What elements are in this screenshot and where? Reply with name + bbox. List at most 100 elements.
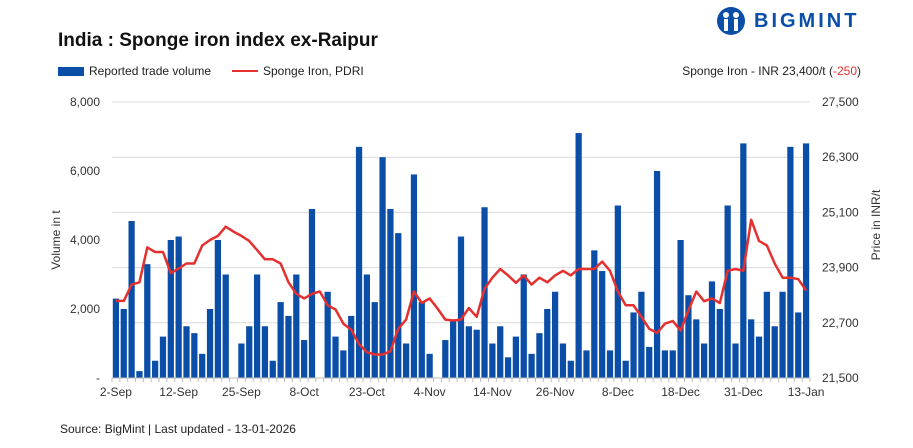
volume-bar [371, 302, 378, 378]
volume-bar [544, 309, 551, 378]
volume-bar [755, 336, 763, 378]
volume-bar [261, 326, 269, 378]
price-note: Sponge Iron - INR 23,400/t (-250) [682, 64, 861, 78]
legend-bar-swatch [58, 66, 84, 76]
x-tick-label: 13-Jan [788, 385, 825, 399]
x-tick-label: 25-Sep [222, 385, 261, 399]
volume-bar [253, 274, 261, 378]
volume-bar [512, 336, 520, 378]
volume-bar [152, 360, 159, 378]
volume-bar [606, 350, 614, 378]
y-axis-right-title: Price in INR/t [869, 189, 883, 260]
volume-bar [206, 309, 214, 378]
volume-bar [732, 343, 739, 378]
y-left-tick-label: 6,000 [70, 164, 100, 178]
volume-bar [575, 133, 582, 378]
volume-bar [795, 312, 802, 378]
volume-bar [528, 353, 535, 378]
volume-bar [159, 336, 167, 378]
y-right-tick-label: 22,700 [822, 316, 859, 330]
price-change: -250 [832, 64, 857, 78]
chart-title: India : Sponge iron index ex-Raipur [58, 30, 378, 51]
volume-bar [497, 326, 504, 378]
y-right-tick-label: 25,100 [822, 205, 859, 219]
x-tick-label: 18-Dec [661, 385, 700, 399]
volume-bar [708, 281, 716, 378]
legend-price: Sponge Iron, PDRI [232, 64, 364, 78]
legend-volume: Reported trade volume [58, 64, 211, 78]
volume-bar [120, 309, 127, 378]
volume-bar [214, 240, 221, 378]
volume-bar [199, 353, 206, 378]
volume-bar [277, 302, 284, 378]
volume-bar [332, 336, 339, 378]
volume-bar [653, 171, 661, 378]
volume-bar [418, 302, 425, 378]
volume-bar [301, 340, 308, 378]
x-tick-label: 4-Nov [414, 385, 446, 399]
volume-bar [716, 309, 723, 378]
volume-bar [136, 371, 143, 378]
price-line [115, 218, 808, 356]
volume-bar [410, 174, 418, 378]
volume-bar [348, 315, 355, 378]
volume-bar [112, 298, 120, 378]
volume-bar [402, 343, 410, 378]
volume-bar [246, 326, 253, 378]
volume-bar [583, 350, 590, 378]
x-tick-label: 31-Dec [724, 385, 763, 399]
volume-bar [191, 333, 198, 378]
x-tick-label: 8-Dec [602, 385, 634, 399]
y-right-tick-label: 27,500 [822, 95, 859, 109]
volume-bar [646, 346, 653, 378]
volume-bar [340, 350, 347, 378]
volume-bar [128, 221, 135, 378]
volume-bar [285, 315, 292, 378]
volume-bar [363, 274, 371, 378]
volume-bar [222, 274, 229, 378]
volume-bar [669, 350, 676, 378]
volume-bar [238, 343, 245, 378]
y-right-tick-label: 26,300 [822, 150, 859, 164]
volume-bar [724, 205, 731, 378]
volume-bar [387, 208, 394, 378]
volume-bar [771, 326, 778, 378]
x-tick-label: 8-Oct [289, 385, 319, 399]
volume-bar [489, 343, 496, 378]
volume-bar [426, 353, 433, 378]
volume-bar [379, 157, 386, 378]
volume-bar [599, 271, 606, 378]
y-right-tick-label: 21,500 [822, 371, 859, 385]
volume-bar [677, 240, 684, 378]
y-left-tick-label: - [96, 371, 100, 385]
x-tick-label: 14-Nov [473, 385, 512, 399]
x-tick-label: 26-Nov [536, 385, 575, 399]
volume-bar [175, 236, 182, 378]
volume-bar [395, 233, 402, 378]
source-note: Source: BigMint | Last updated - 13-01-2… [60, 422, 296, 436]
volume-bar [685, 295, 692, 378]
legend-volume-label: Reported trade volume [89, 64, 212, 78]
volume-bar [536, 333, 543, 378]
volume-bar [591, 250, 598, 378]
volume-bar [693, 319, 700, 378]
volume-bar [701, 343, 708, 378]
logo-text: BIGMINT [754, 9, 860, 32]
x-tick-label: 12-Sep [159, 385, 198, 399]
volume-bar [450, 319, 457, 378]
volume-bar [355, 146, 363, 378]
volume-bar [473, 329, 480, 378]
volume-bar [465, 326, 472, 378]
volume-bar [559, 343, 567, 378]
volume-bar [520, 274, 527, 378]
logo-icon [717, 7, 745, 35]
volume-bar [779, 291, 786, 378]
price-note-suffix: ) [857, 64, 861, 78]
volume-bar [183, 326, 190, 378]
volume-bar [324, 291, 331, 378]
volume-bar [567, 360, 574, 378]
volume-bar [787, 146, 794, 378]
volume-bar [293, 274, 300, 378]
